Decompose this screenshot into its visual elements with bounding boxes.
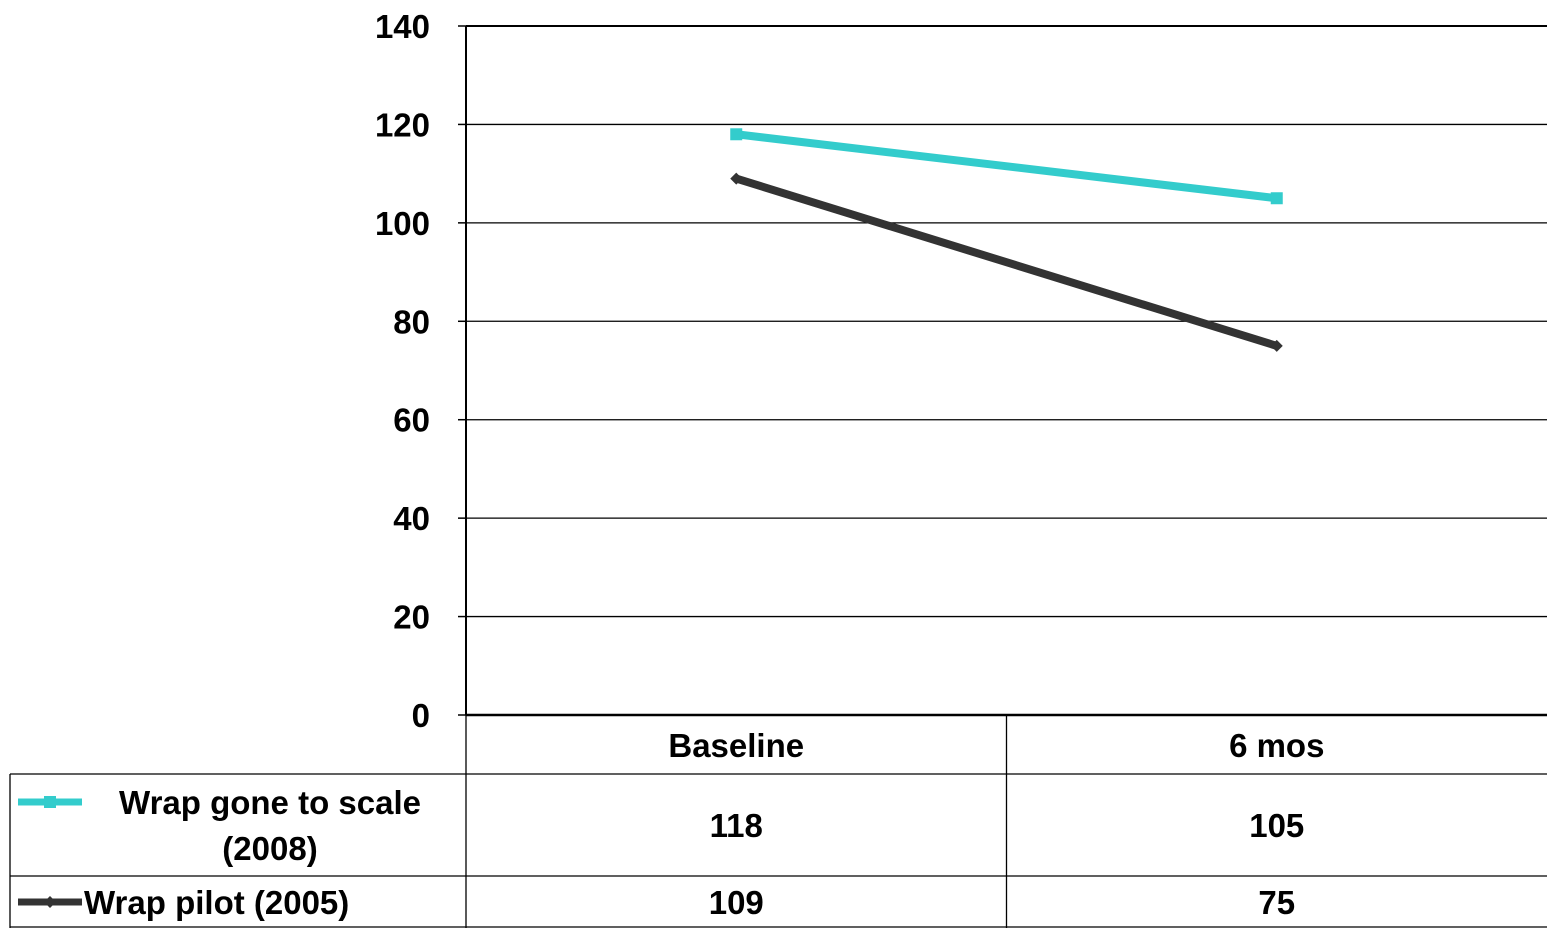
axes: 0 20 40 60 80 100 120 140 (375, 8, 1547, 734)
y-tick-label: 140 (375, 8, 430, 45)
y-tick-label: 60 (393, 402, 430, 439)
y-tick-label: 0 (412, 697, 430, 734)
series-lines (730, 128, 1283, 352)
legend-label: Wrap gone to scale (2008) (119, 784, 421, 867)
x-category-label: 6 mos (1229, 727, 1324, 764)
gridlines (466, 25, 1547, 618)
x-category-label: Baseline (668, 727, 804, 764)
y-tick-label: 20 (393, 599, 430, 636)
data-point-marker (730, 128, 743, 141)
table-value: 118 (710, 807, 763, 844)
y-tick-label: 120 (375, 106, 430, 143)
table-value: 109 (709, 884, 764, 921)
data-table: Baseline 6 mos Wrap gone to scale (2008) 118… (9, 715, 1547, 928)
series-line-2 (735, 174, 1278, 350)
legend-key-marker (44, 796, 56, 808)
y-tick-label: 40 (393, 500, 430, 537)
y-tick-label: 100 (375, 205, 430, 242)
series-line-1 (735, 130, 1278, 203)
y-tick-label: 80 (393, 303, 430, 340)
data-point-marker (1270, 339, 1283, 352)
legend-key-marker (44, 896, 56, 908)
data-point-marker (1270, 192, 1283, 205)
data-point-marker (730, 172, 743, 185)
legend-label: Wrap pilot (2005) (84, 884, 349, 921)
table-value: 75 (1258, 884, 1295, 921)
table-value: 105 (1249, 807, 1304, 844)
